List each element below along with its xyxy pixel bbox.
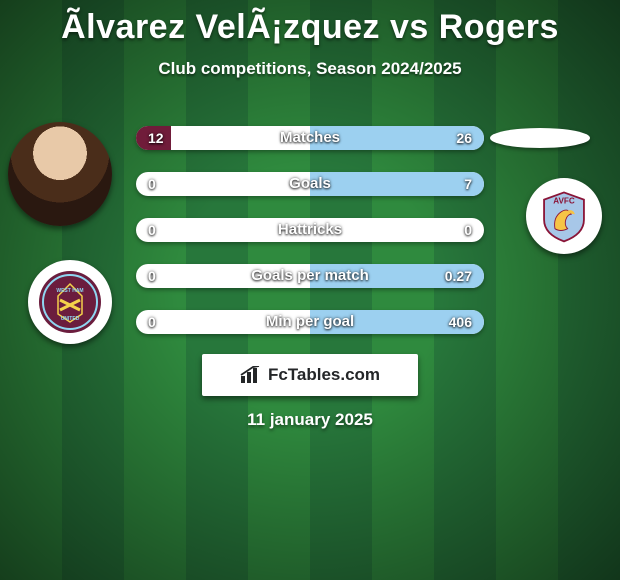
- svg-text:AVFC: AVFC: [553, 196, 575, 205]
- comparison-bars: 1226Matches 07Goals 00Hattricks 00.27Goals …: [136, 126, 484, 356]
- avatar-right: [490, 128, 590, 148]
- svg-text:UNITED: UNITED: [61, 316, 80, 322]
- aston-villa-icon: AVFC: [535, 187, 593, 245]
- bar-chart-icon: [240, 366, 262, 384]
- stat-row: 0406Min per goal: [136, 310, 484, 334]
- west-ham-icon: WEST HAM UNITED: [38, 270, 102, 334]
- stat-label: Min per goal: [136, 310, 484, 334]
- stat-row: 1226Matches: [136, 126, 484, 150]
- stat-label: Matches: [136, 126, 484, 150]
- brand-label: FcTables.com: [268, 365, 380, 385]
- stat-row: 07Goals: [136, 172, 484, 196]
- stat-label: Goals per match: [136, 264, 484, 288]
- page-subtitle: Club competitions, Season 2024/2025: [0, 59, 620, 79]
- svg-text:WEST HAM: WEST HAM: [56, 288, 83, 294]
- content: Ãlvarez VelÃ¡zquez vs Rogers Club compet…: [0, 0, 620, 580]
- club-badge-right: AVFC: [526, 178, 602, 254]
- brand-box: FcTables.com: [202, 354, 418, 396]
- stat-label: Hattricks: [136, 218, 484, 242]
- stat-label: Goals: [136, 172, 484, 196]
- root: Ãlvarez VelÃ¡zquez vs Rogers Club compet…: [0, 0, 620, 580]
- stat-row: 00.27Goals per match: [136, 264, 484, 288]
- avatar-left: [8, 122, 112, 226]
- page-title: Ãlvarez VelÃ¡zquez vs Rogers: [0, 0, 620, 47]
- club-badge-left: WEST HAM UNITED: [28, 260, 112, 344]
- stat-row: 00Hattricks: [136, 218, 484, 242]
- date-label: 11 january 2025: [0, 410, 620, 430]
